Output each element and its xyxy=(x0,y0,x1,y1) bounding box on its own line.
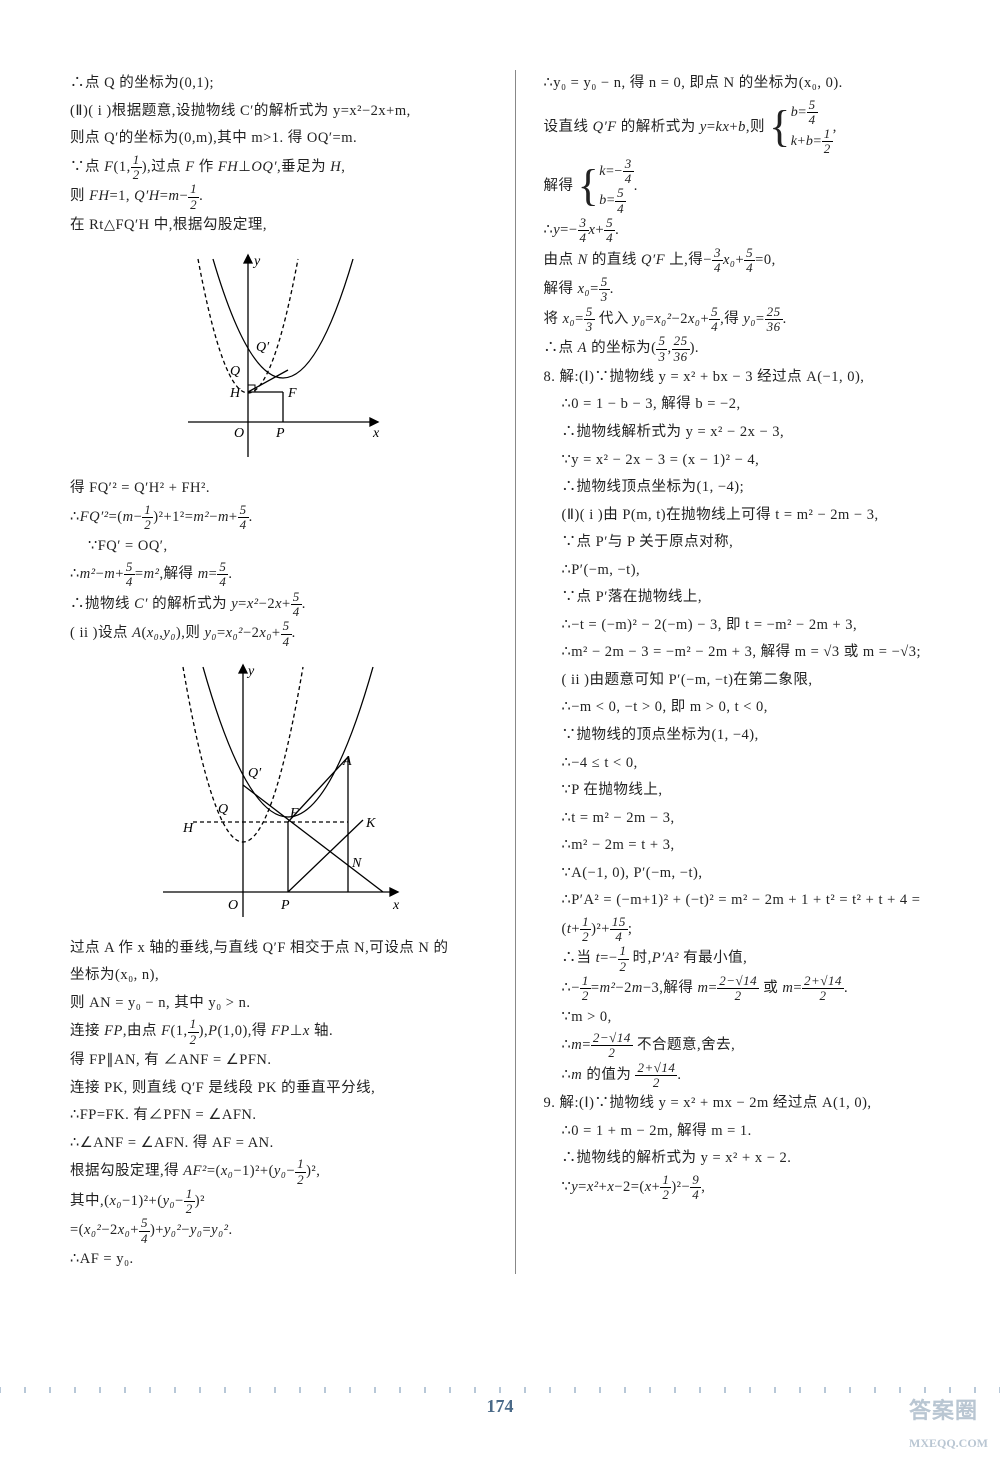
right-column: ∴y₀ = y₀ − n, 得 n = 0, 即点 N 的坐标为(x₀, 0).… xyxy=(544,70,961,1274)
text-line: (Ⅱ)( i )根据题意,设抛物线 C′的解析式为 y=x²−2x+m, xyxy=(70,98,487,126)
text-line: ∴当 t=−12 时,P′A² 有最小值, xyxy=(544,944,961,974)
svg-text:O: O xyxy=(228,898,238,913)
text-line: 连接 PK, 则直线 Q′F 是线段 PK 的垂直平分线, xyxy=(70,1075,487,1103)
text-line: 将 x₀=53 代入 y₀=x₀²−2x₀+54,得 y₀=2536. xyxy=(544,305,961,335)
svg-text:y: y xyxy=(252,254,261,269)
text-line: 9. 解:(Ⅰ)∵抛物线 y = x² + mx − 2m 经过点 A(1, 0… xyxy=(544,1090,961,1118)
column-divider xyxy=(515,70,516,1274)
text-line: 其中,(x₀−1)²+(y₀−12)² xyxy=(70,1187,487,1217)
text-line: ∴0 = 1 − b − 3, 解得 b = −2, xyxy=(544,391,961,419)
text-line: ∴−t = (−m)² − 2(−m) − 3, 即 t = −m² − 2m … xyxy=(544,612,961,640)
svg-text:F: F xyxy=(289,806,299,821)
text-line: 8. 解:(Ⅰ)∵抛物线 y = x² + bx − 3 经过点 A(−1, 0… xyxy=(544,364,961,392)
text-line: 得 FQ′² = Q′H² + FH². xyxy=(70,475,487,503)
watermark: 答案圈 MXEQQ.COM xyxy=(909,1390,988,1455)
text-line: ∴−4 ≤ t < 0, xyxy=(544,750,961,778)
text-line: ( ii )设点 A(x₀,y₀),则 y₀=x₀²−2x₀+54. xyxy=(70,619,487,649)
text-line: ∵抛物线的顶点坐标为(1, −4), xyxy=(544,722,961,750)
text-line: 则 AN = y₀ − n, 其中 y₀ > n. xyxy=(70,990,487,1018)
text-line: ∴AF = y₀. xyxy=(70,1246,487,1274)
text-line: ∴m²−m+54=m²,解得 m=54. xyxy=(70,560,487,590)
text-line: ∴y=−34x+54. xyxy=(544,216,961,246)
text-line: ∵y=x²+x−2=(x+12)²−94, xyxy=(544,1173,961,1203)
text-line: ∴点 A 的坐标为(53,2536). xyxy=(544,334,961,364)
svg-text:K: K xyxy=(365,816,376,831)
svg-text:Q: Q xyxy=(218,802,228,817)
svg-text:x: x xyxy=(372,426,380,441)
figure-parabola-1: y x Q′ Q H F O P xyxy=(168,247,388,467)
svg-text:O: O xyxy=(234,426,244,441)
text-line: 过点 A 作 x 轴的垂线,与直线 Q′F 相交于点 N,可设点 N 的 xyxy=(70,935,487,963)
text-line: 得 FP∥AN, 有 ∠ANF = ∠PFN. xyxy=(70,1047,487,1075)
left-column: ∴点 Q 的坐标为(0,1); (Ⅱ)( i )根据题意,设抛物线 C′的解析式… xyxy=(70,70,487,1274)
text-line: 由点 N 的直线 Q′F 上,得−34x₀+54=0, xyxy=(544,246,961,276)
text-line: ∴P′A² = (−m+1)² + (−t)² = m² − 2m + 1 + … xyxy=(544,887,961,915)
figure-parabola-2: y x Q′ Q H F A K N O P xyxy=(148,657,408,927)
text-line: ( ii )由题意可知 P′(−m, −t)在第二象限, xyxy=(544,667,961,695)
page-number: 174 xyxy=(0,1389,1000,1423)
text-line: ∵点 P′与 P 关于原点对称, xyxy=(544,529,961,557)
text-line: ∴点 Q 的坐标为(0,1); xyxy=(70,70,487,98)
text-line: (t+12)²+154; xyxy=(544,915,961,945)
text-line: ∴P′(−m, −t), xyxy=(544,557,961,585)
text-line: ∴抛物线顶点坐标为(1, −4); xyxy=(544,474,961,502)
text-line: ∵P 在抛物线上, xyxy=(544,777,961,805)
text-line: 根据勾股定理,得 AF²=(x₀−1)²+(y₀−12)², xyxy=(70,1157,487,1187)
text-line: ∵点 F(1,12),过点 F 作 FH⊥OQ′,垂足为 H, xyxy=(70,153,487,183)
text-line: ∴m=2−√142 不合题意,舍去, xyxy=(544,1031,961,1061)
svg-text:Q′: Q′ xyxy=(256,340,270,355)
text-line: ∴t = m² − 2m − 3, xyxy=(544,805,961,833)
svg-text:Q: Q xyxy=(230,364,240,379)
text-line: ∴FQ′²=(m−12)²+1²=m²−m+54. xyxy=(70,503,487,533)
svg-text:H: H xyxy=(229,386,241,401)
text-line: 在 Rt△FQ′H 中,根据勾股定理, xyxy=(70,212,487,240)
text-line: ∴0 = 1 + m − 2m, 解得 m = 1. xyxy=(544,1118,961,1146)
svg-text:P: P xyxy=(280,898,290,913)
svg-text:Q′: Q′ xyxy=(248,766,262,781)
svg-text:F: F xyxy=(287,386,297,401)
text-line: 连接 FP,由点 F(1,12),P(1,0),得 FP⊥x 轴. xyxy=(70,1017,487,1047)
text-line: ∵A(−1, 0), P′(−m, −t), xyxy=(544,860,961,888)
text-line: ∴抛物线的解析式为 y = x² + x − 2. xyxy=(544,1145,961,1173)
svg-text:H: H xyxy=(182,821,194,836)
text-line: ∴抛物线解析式为 y = x² − 2x − 3, xyxy=(544,419,961,447)
text-line: (Ⅱ)( i )由 P(m, t)在抛物线上可得 t = m² − 2m − 3… xyxy=(544,502,961,530)
text-line: ∴抛物线 C′ 的解析式为 y=x²−2x+54. xyxy=(70,590,487,620)
text-line: 则 FH=1, Q′H=m−12. xyxy=(70,182,487,212)
text-line: 解得 { k=−34 b=54 . xyxy=(544,157,961,216)
text-line: ∴m² − 2m = t + 3, xyxy=(544,832,961,860)
text-line: 解得 x₀=53. xyxy=(544,275,961,305)
svg-text:y: y xyxy=(246,664,255,679)
text-line: ∴y₀ = y₀ − n, 得 n = 0, 即点 N 的坐标为(x₀, 0). xyxy=(544,70,961,98)
text-line: ∵y = x² − 2x − 3 = (x − 1)² − 4, xyxy=(544,447,961,475)
text-line: ∴∠ANF = ∠AFN. 得 AF = AN. xyxy=(70,1130,487,1158)
text-line: ∴m² − 2m − 3 = −m² − 2m + 3, 解得 m = √3 或… xyxy=(544,639,961,667)
svg-text:P: P xyxy=(275,426,285,441)
text-line: ∵m > 0, xyxy=(544,1004,961,1032)
text-line: 设直线 Q′F 的解析式为 y=kx+b,则 { b=54 k+b=12 , xyxy=(544,98,961,157)
text-line: ∵点 P′落在抛物线上, xyxy=(544,584,961,612)
text-line: 坐标为(x₀, n), xyxy=(70,962,487,990)
svg-text:N: N xyxy=(351,856,362,871)
text-line: =(x₀²−2x₀+54)+y₀²−y₀=y₀². xyxy=(70,1216,487,1246)
watermark-main: 答案圈 xyxy=(909,1398,978,1423)
text-line: ∵FQ′ = OQ′, xyxy=(70,533,487,561)
text-line: ∴FP=FK. 有∠PFN = ∠AFN. xyxy=(70,1102,487,1130)
watermark-url: MXEQQ.COM xyxy=(909,1432,988,1455)
text-line: 则点 Q′的坐标为(0,m),其中 m>1. 得 OQ′=m. xyxy=(70,125,487,153)
text-line: ∴−12=m²−2m−3,解得 m=2−√142 或 m=2+√142. xyxy=(544,974,961,1004)
svg-text:A: A xyxy=(342,754,352,769)
svg-text:x: x xyxy=(392,898,400,913)
text-line: ∴−m < 0, −t > 0, 即 m > 0, t < 0, xyxy=(544,694,961,722)
text-line: ∴m 的值为 2+√142. xyxy=(544,1061,961,1091)
